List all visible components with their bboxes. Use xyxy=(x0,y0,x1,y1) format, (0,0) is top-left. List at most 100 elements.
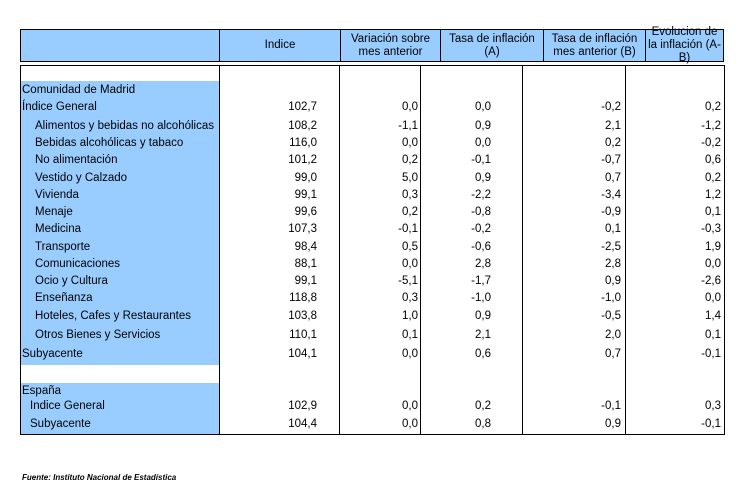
cell-evolucion: 0,0 xyxy=(705,292,721,304)
table-row: Comunicaciones 88,1 0,0 2,8 2,8 0,0 xyxy=(0,256,748,273)
table-row: Indice General 102,9 0,0 0,2 -0,1 0,3 xyxy=(0,398,748,415)
cell-evolucion: -0,1 xyxy=(701,348,721,360)
cell-evolucion: -0,1 xyxy=(701,418,721,430)
cell-evolucion: -0,2 xyxy=(701,137,721,149)
cell-tasa-a: -1,7 xyxy=(471,275,491,287)
row-label: Hoteles, Cafes y Restaurantes xyxy=(35,310,191,322)
col-rule-2 xyxy=(339,65,340,435)
cell-indice: 110,1 xyxy=(289,329,317,341)
cell-variacion: 0,0 xyxy=(402,418,418,430)
table-row: Hoteles, Cafes y Restaurantes 103,8 1,0 0,9… xyxy=(0,308,748,325)
row-label: Enseñanza xyxy=(35,292,93,304)
table-row: Alimentos y bebidas no alcohólicas 108,2 -… xyxy=(0,118,748,135)
cell-variacion: 0,2 xyxy=(402,206,418,218)
table-row: Índice General 102,7 0,0 0,0 -0,2 0,2 xyxy=(0,99,748,116)
cell-indice: 107,3 xyxy=(288,223,317,235)
cell-indice: 99,1 xyxy=(294,275,317,287)
cell-tasa-a: 0,9 xyxy=(475,310,491,322)
cell-tasa-b: 0,9 xyxy=(605,418,621,430)
cell-tasa-b: -2,5 xyxy=(601,241,621,253)
table-row: Vivienda 99,1 0,3 -2,2 -3,4 1,2 xyxy=(0,187,748,204)
cell-indice: 99,6 xyxy=(294,206,317,218)
row-label: Menaje xyxy=(35,206,73,218)
cell-variacion: 0,0 xyxy=(402,101,418,113)
cell-tasa-b: -1,0 xyxy=(601,292,621,304)
col-rule-3 xyxy=(420,65,421,435)
cell-evolucion: 0,2 xyxy=(705,101,721,113)
cell-evolucion: 0,1 xyxy=(705,329,721,341)
table-row: Subyacente 104,1 0,0 0,6 0,7 -0,1 xyxy=(0,346,748,363)
espana-label-band xyxy=(20,383,219,434)
cell-tasa-a: 2,1 xyxy=(475,329,491,341)
table-row: Transporte 98,4 0,5 -0,6 -2,5 1,9 xyxy=(0,239,748,256)
cell-variacion: 5,0 xyxy=(402,172,418,184)
cell-evolucion: 0,3 xyxy=(705,400,721,412)
row-label: Subyacente xyxy=(30,418,91,430)
row-label: Bebidas alcohólicas y tabaco xyxy=(35,137,184,149)
espana-section: España xyxy=(0,383,748,400)
cell-variacion: 0,5 xyxy=(402,241,418,253)
cell-evolucion: 1,9 xyxy=(705,241,721,253)
row-label: No alimentación xyxy=(35,154,118,166)
table-row: Menaje 99,6 0,2 -0,8 -0,9 0,1 xyxy=(0,204,748,221)
cell-tasa-a: -0,6 xyxy=(471,241,491,253)
cell-tasa-a: -0,1 xyxy=(471,154,491,166)
row-label: Ocio y Cultura xyxy=(35,275,108,287)
table-header: Indice Variación sobre mes anterior Tasa… xyxy=(20,26,724,64)
cell-tasa-b: -3,4 xyxy=(601,189,621,201)
cell-tasa-b: 2,1 xyxy=(605,120,621,132)
cell-tasa-b: 0,7 xyxy=(605,172,621,184)
col-rule-1 xyxy=(219,65,220,435)
cell-indice: 98,4 xyxy=(294,241,317,253)
cell-tasa-b: 0,9 xyxy=(605,275,621,287)
cell-variacion: 0,0 xyxy=(402,400,418,412)
cell-tasa-a: 0,0 xyxy=(475,137,491,149)
cell-variacion: 0,3 xyxy=(402,292,418,304)
madrid-section: Comunidad de Madrid xyxy=(0,82,748,99)
cell-tasa-b: 0,7 xyxy=(605,348,621,360)
cell-indice: 102,9 xyxy=(288,400,317,412)
cell-evolucion: 1,2 xyxy=(705,189,721,201)
cell-evolucion: -0,3 xyxy=(701,223,721,235)
cell-tasa-b: -0,1 xyxy=(601,400,621,412)
cell-indice: 101,2 xyxy=(288,154,317,166)
row-label: Transporte xyxy=(35,241,91,253)
cell-tasa-b: -0,9 xyxy=(601,206,621,218)
col-rule-5 xyxy=(625,65,626,435)
table-row: No alimentación 101,2 0,2 -0,1 -0,7 0,6 xyxy=(0,152,748,169)
header-variacion: Variación sobre mes anterior xyxy=(340,30,440,61)
table-top-rule xyxy=(20,65,725,66)
header-indice: Indice xyxy=(219,30,340,61)
cell-tasa-a: 0,8 xyxy=(475,418,491,430)
madrid-label-band xyxy=(20,81,219,365)
cell-indice: 104,1 xyxy=(288,348,317,360)
cell-evolucion: -1,2 xyxy=(701,120,721,132)
row-label: Subyacente xyxy=(22,348,83,360)
cell-tasa-a: 0,6 xyxy=(475,348,491,360)
cell-variacion: 0,1 xyxy=(402,329,418,341)
table-row: Otros Bienes y Servicios 110,1 0,1 2,1 2,0 0,… xyxy=(0,327,748,344)
table-row: Subyacente 104,4 0,0 0,8 0,9 -0,1 xyxy=(0,416,748,433)
cell-tasa-b: -0,7 xyxy=(601,154,621,166)
cell-tasa-a: -2,2 xyxy=(471,189,491,201)
cell-indice: 104,4 xyxy=(288,418,317,430)
row-label: Comunicaciones xyxy=(35,258,121,270)
cell-tasa-a: -1,0 xyxy=(471,292,491,304)
cell-indice: 88,1 xyxy=(294,258,317,270)
cell-variacion: 0,0 xyxy=(402,348,418,360)
cell-tasa-b: 0,2 xyxy=(605,137,621,149)
header-tasa-a: Tasa de inflación (A) xyxy=(440,30,543,61)
row-label: Otros Bienes y Servicios xyxy=(35,329,161,341)
cell-tasa-a: 0,9 xyxy=(475,172,491,184)
table-bottom-rule xyxy=(20,434,725,435)
col-rule-4 xyxy=(522,65,523,435)
cell-evolucion: 0,1 xyxy=(705,206,721,218)
madrid-title: Comunidad de Madrid xyxy=(22,84,136,96)
cell-tasa-a: -0,2 xyxy=(471,223,491,235)
cell-tasa-a: 2,8 xyxy=(475,258,491,270)
cell-tasa-a: 0,2 xyxy=(475,400,491,412)
cell-evolucion: 0,0 xyxy=(705,258,721,270)
cell-tasa-b: 0,1 xyxy=(605,223,621,235)
cell-indice: 103,8 xyxy=(288,310,317,322)
cell-tasa-b: 2,0 xyxy=(605,329,621,341)
